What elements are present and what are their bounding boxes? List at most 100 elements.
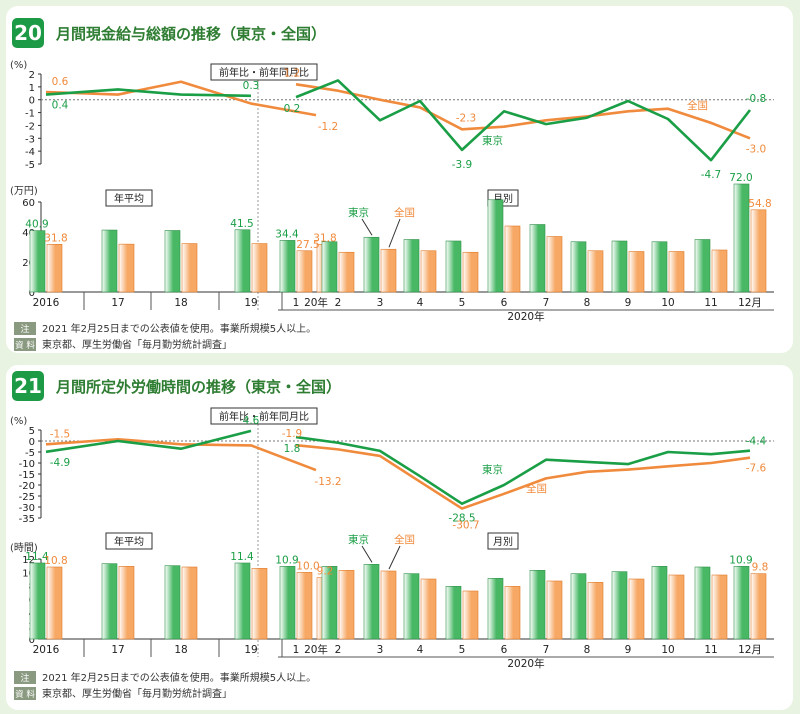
annual-line-national [45, 80, 317, 117]
monthly-line-label-tokyo-last: -0.8 [746, 93, 767, 105]
monthly-bar-tokyo [611, 571, 628, 640]
line-y-tick-label: 2 [29, 70, 35, 81]
bar-y-tick-label: 0 [29, 635, 35, 646]
monthly-bar-national [504, 586, 521, 640]
monthly-bar-tokyo [529, 224, 546, 293]
annual-bar-national [181, 243, 198, 293]
bar-callout-national: 全国 [394, 206, 415, 219]
annual-bar-tokyo [234, 229, 251, 293]
monthly-line-label-national-first: 1.2 [284, 67, 301, 79]
note-tag-box [14, 671, 36, 684]
monthly-bar-national [628, 578, 645, 640]
line-y-tick-label: -30 [19, 503, 35, 514]
x-tick-month: 4 [417, 297, 424, 309]
bar-y-tick-label: 60 [22, 198, 35, 209]
annual-bar-national [118, 243, 135, 293]
chart-20: 20 月間現金給与総額の推移（東京・全国）(%)210-1-2-3-4-5前年比・… [10, 18, 774, 351]
monthly-bar-tokyo [570, 573, 587, 640]
monthly-line-label-national-first: -1.9 [282, 428, 303, 440]
monthly-bar-national [711, 249, 728, 293]
monthly-bar-national [711, 574, 728, 640]
x-tick-month: 3 [377, 644, 384, 656]
x-tick-month: 9 [625, 297, 632, 309]
callout-line-national [388, 545, 401, 570]
x-tick-year: 2016 [33, 297, 60, 309]
monthly-bar-national [420, 250, 437, 293]
annual-bar-label-tokyo-19: 41.5 [230, 218, 253, 230]
chart-panel-21: 21 月間所定外労働時間の推移（東京・全国） (%) 5 0 -5 -10 -15 -20 -25… [6, 365, 793, 710]
annual-bar-national [181, 566, 198, 640]
monthly-bar-tokyo [733, 566, 750, 640]
monthly-bar-tokyo [403, 239, 420, 293]
monthly-bar-national [546, 580, 563, 640]
x-tick-year: 20年 [304, 643, 328, 656]
monthly-bar-national [380, 570, 397, 640]
note-text: 2021 年2月25日までの公表値を使用。事業所規模5人以上。 [42, 322, 316, 335]
monthly-bar-tokyo [611, 240, 628, 293]
monthly-bar-label-national-12: 9.8 [752, 562, 769, 574]
annual-label-box [105, 189, 153, 207]
bar-unit-label: (時間) [10, 542, 38, 554]
x-tick-month: 5 [459, 297, 466, 309]
monthly-line-label-tokyo-min: -28.5 [448, 513, 475, 525]
source-tag-box [14, 338, 36, 351]
annual-bar-tokyo [101, 229, 118, 293]
x-tick-month: 10 [661, 297, 674, 309]
x-tick-month: 3 [377, 297, 384, 309]
monthly-bar-label-tokyo-12: 72.0 [729, 172, 752, 184]
bar-callout-tokyo: 東京 [348, 206, 369, 219]
line-y-tick-label: 0 [29, 96, 35, 107]
monthly-bar-national [462, 590, 479, 640]
monthly-line-national [295, 83, 751, 140]
bar-y-tick-label: 0 [29, 288, 35, 299]
annual-line-label-tokyo-first: 0.4 [52, 100, 69, 112]
monthly-bar-tokyo [651, 241, 668, 293]
annual-bar-label-tokyo-19: 11.4 [230, 551, 254, 563]
annual-line-label-tokyo-last: 4.6 [243, 415, 260, 427]
bar-y-tick-label: 10 [22, 568, 35, 579]
annual-line-label-tokyo-last: 0.3 [243, 80, 260, 92]
year-axis-label: 2020年 [507, 310, 544, 323]
monthly-bar-national [750, 209, 767, 293]
monthly-bar-tokyo [279, 566, 296, 640]
line-y-tick-label: -4 [25, 147, 35, 158]
x-tick-year: 18 [174, 297, 187, 309]
annual-bar-label-national-20: 9.2 [317, 566, 334, 578]
monthly-line-label-tokyo-first: 0.2 [284, 103, 301, 115]
x-tick-year: 17 [111, 644, 124, 656]
line-y-tick-label: -25 [19, 492, 35, 503]
callout-line-tokyo [361, 545, 373, 563]
monthly-bar-national [296, 250, 313, 293]
monthly-line-series-tokyo: 東京 [482, 463, 503, 476]
note-tag-box [14, 322, 36, 335]
source-tag: 資 料 [15, 689, 35, 700]
chart-number: 21 [14, 374, 42, 398]
monthly-bar-national [628, 251, 645, 293]
yoy-label-box [210, 407, 318, 425]
line-y-tick-label: -5 [25, 448, 35, 459]
x-tick-month: 6 [501, 644, 508, 656]
line-y-tick-label: -2 [25, 121, 35, 132]
annual-bar-label-tokyo-2016: 40.9 [25, 219, 48, 231]
x-tick-month: 1 [293, 644, 300, 656]
x-tick-month: 12月 [738, 297, 762, 309]
bar-y-tick-label: 40 [22, 228, 35, 239]
monthly-bar-label-tokyo-12: 10.9 [729, 554, 752, 566]
x-tick-month: 7 [543, 644, 550, 656]
source-tag: 資 料 [15, 340, 35, 351]
monthly-bar-tokyo [733, 183, 750, 293]
annual-label: 年平均 [114, 535, 144, 548]
monthly-line-series-national: 全国 [526, 482, 547, 495]
line-y-tick-label: 0 [29, 437, 35, 448]
x-tick-month: 11 [704, 297, 717, 309]
monthly-bar-national [380, 248, 397, 293]
annual-label-box [105, 532, 153, 550]
monthly-line-label-tokyo-min: -3.9 [452, 159, 473, 171]
annual-bar-tokyo [29, 230, 46, 293]
annual-bar-national [251, 568, 268, 640]
x-tick-month: 6 [501, 297, 508, 309]
chart-panel-20: 20 月間現金給与総額の推移（東京・全国） (%) 2 1 0 -1 -2 -3 -4 -5 前年比・… [6, 6, 793, 353]
monthly-bar-tokyo [445, 586, 462, 640]
x-tick-month: 10 [661, 644, 674, 656]
line-y-tick-label: -10 [19, 459, 35, 470]
